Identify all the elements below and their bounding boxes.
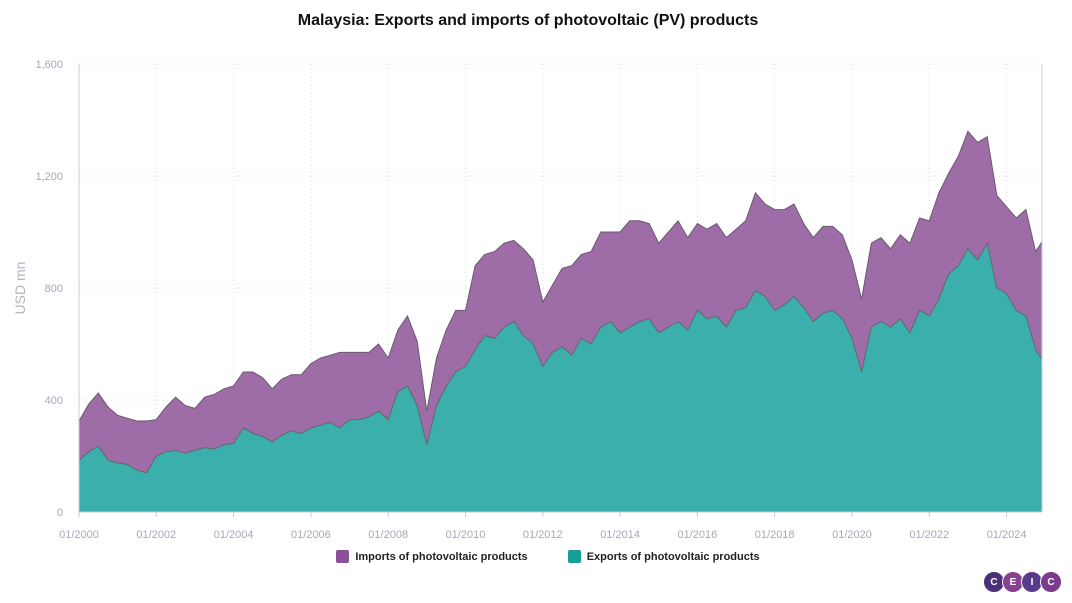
y-tick-label: 800 bbox=[45, 283, 63, 295]
y-tick-label: 1,600 bbox=[35, 59, 63, 71]
x-tick-label: 01/2004 bbox=[214, 529, 254, 541]
area-imports bbox=[79, 131, 1042, 473]
logo-letter-c: C bbox=[983, 571, 1005, 593]
x-tick-label: 01/2022 bbox=[909, 529, 949, 541]
axes: 0 400 800 1,200 1,600 01/2000 01/2002 01/2004 01… bbox=[35, 59, 1043, 541]
x-tick-label: 01/2014 bbox=[600, 529, 640, 541]
y-tick-label: 1,200 bbox=[35, 171, 63, 183]
x-tick-label: 01/2018 bbox=[755, 529, 795, 541]
x-tick-label: 01/2000 bbox=[59, 529, 99, 541]
legend: Imports of photovoltaic products Exports… bbox=[0, 550, 1072, 563]
legend-label-imports: Imports of photovoltaic products bbox=[355, 550, 528, 563]
y-tick-label: 0 bbox=[57, 507, 63, 519]
legend-item-exports[interactable]: Exports of photovoltaic products bbox=[567, 550, 760, 563]
x-tick-label: 01/2024 bbox=[987, 529, 1027, 541]
legend-swatch-imports bbox=[336, 550, 350, 563]
legend-label-exports: Exports of photovoltaic products bbox=[586, 550, 760, 563]
x-tick-label: 01/2016 bbox=[677, 529, 717, 541]
x-tick-label: 01/2012 bbox=[523, 529, 563, 541]
line-imports-top bbox=[78, 130, 1043, 422]
logo-letter-c2: C bbox=[1040, 571, 1062, 593]
x-tick-label: 01/2008 bbox=[368, 529, 408, 541]
legend-swatch-exports bbox=[567, 550, 581, 563]
x-tick-label: 01/2010 bbox=[446, 529, 486, 541]
x-tick-label: 01/2002 bbox=[136, 529, 176, 541]
line-exports-top bbox=[78, 241, 1043, 474]
series-areas bbox=[78, 130, 1043, 512]
area-exports bbox=[79, 243, 1042, 512]
x-tick-label: 01/2006 bbox=[291, 529, 331, 541]
y-axis-label: USD mn bbox=[12, 262, 28, 315]
y-tick-label: 400 bbox=[45, 395, 63, 407]
legend-item-imports[interactable]: Imports of photovoltaic products bbox=[336, 550, 528, 563]
chart-title: Malaysia: Exports and imports of photovo… bbox=[297, 12, 759, 29]
ceic-logo: C E I C bbox=[983, 571, 1062, 593]
x-tick-label: 01/2020 bbox=[832, 529, 872, 541]
